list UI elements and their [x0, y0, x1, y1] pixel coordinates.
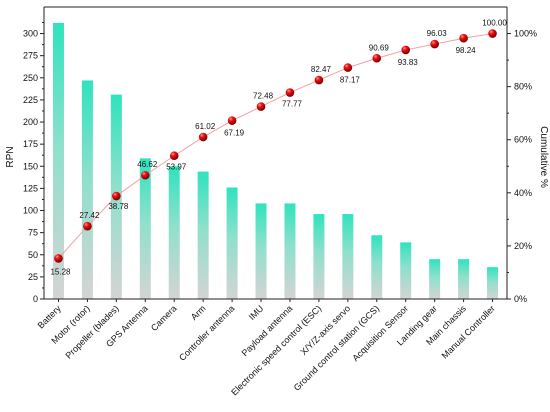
data-label-0: 15.28 [50, 267, 71, 276]
bar-14 [458, 259, 470, 299]
bar-1 [81, 80, 93, 300]
bar-10 [342, 214, 354, 299]
data-label-7: 72.48 [253, 92, 274, 101]
x-tick-label-4: Camera [149, 303, 179, 333]
bar-11 [371, 235, 383, 299]
cumulative-point-0 [54, 254, 63, 263]
data-label-13: 96.03 [427, 29, 448, 38]
bar-3 [139, 158, 151, 299]
y2-tick-label-5: 100% [514, 29, 537, 39]
bar-0 [52, 22, 64, 299]
bar-6 [226, 187, 238, 299]
y2-tick-label-2: 40% [514, 188, 532, 198]
cumulative-line [58, 33, 493, 259]
cumulative-point-9 [314, 75, 324, 85]
bar-9 [313, 214, 325, 299]
cumulative-point-3 [140, 170, 150, 180]
data-label-6: 67.19 [224, 129, 245, 138]
y2-axis-title: Cumulative % [538, 126, 549, 188]
bar-7 [255, 203, 267, 299]
y-tick-label-5: 125 [23, 183, 38, 193]
cumulative-point-5 [198, 132, 208, 142]
x-tick-label-2: Propeller (blades) [63, 303, 120, 360]
y-tick-label-6: 150 [23, 161, 38, 171]
bar-4 [168, 166, 180, 299]
y-axis-title: RPN [5, 146, 16, 167]
bar-13 [429, 259, 441, 299]
x-tick-label-15: Manual Controller [440, 303, 497, 360]
x-tick-label-6: Controller antenna [177, 303, 236, 362]
y-tick-label-2: 50 [28, 250, 38, 260]
data-label-9: 82.47 [311, 65, 332, 74]
data-label-11: 90.69 [369, 43, 390, 52]
cumulative-point-13 [430, 39, 439, 49]
cumulative-point-2 [112, 191, 121, 201]
x-tick-label-5: Arm [189, 303, 208, 322]
bar-12 [400, 242, 412, 299]
cumulative-point-4 [169, 151, 179, 161]
y-tick-label-11: 275 [23, 51, 38, 61]
data-label-12: 93.83 [398, 58, 419, 67]
x-tick-label-10: X/Y/Z-axis servo [299, 303, 353, 357]
cumulative-point-8 [285, 88, 295, 97]
data-label-10: 87.17 [340, 76, 361, 85]
data-label-14: 98.24 [456, 46, 477, 55]
cumulative-point-1 [83, 221, 92, 231]
data-label-1: 27.42 [79, 211, 100, 220]
cumulative-point-12 [401, 45, 411, 55]
data-label-8: 77.77 [282, 100, 303, 109]
bar-15 [487, 267, 499, 299]
y2-tick-label-3: 60% [514, 135, 532, 145]
y-tick-label-12: 300 [23, 29, 38, 39]
y-tick-label-7: 175 [23, 139, 38, 149]
x-tick-label-7: IMU [247, 303, 266, 322]
data-label-5: 61.02 [195, 122, 216, 131]
y-tick-label-1: 25 [28, 272, 38, 282]
x-tick-label-0: Battery [36, 303, 64, 331]
cumulative-point-15 [488, 29, 497, 38]
y2-tick-label-0: 0% [514, 294, 527, 304]
data-label-3: 46.62 [137, 160, 158, 169]
y-tick-label-10: 250 [23, 73, 38, 83]
data-label-15: 100.00 [482, 19, 507, 28]
data-label-2: 38.78 [108, 202, 129, 211]
y-tick-label-8: 200 [23, 117, 38, 127]
bar-5 [197, 171, 209, 299]
y-tick-label-9: 225 [23, 95, 38, 105]
cumulative-point-7 [256, 102, 266, 111]
cumulative-point-6 [227, 116, 237, 125]
y2-tick-label-4: 80% [514, 82, 532, 92]
y-tick-label-0: 0 [33, 294, 38, 304]
x-tick-label-8: Payload antenna [240, 303, 295, 358]
bar-8 [284, 203, 296, 299]
cumulative-point-10 [343, 63, 353, 72]
cumulative-point-14 [459, 33, 468, 43]
y-tick-label-4: 100 [23, 206, 38, 216]
cumulative-point-11 [372, 53, 382, 63]
y-tick-label-3: 75 [28, 228, 38, 238]
y2-tick-label-1: 20% [514, 241, 532, 251]
data-label-4: 53.97 [166, 163, 187, 172]
